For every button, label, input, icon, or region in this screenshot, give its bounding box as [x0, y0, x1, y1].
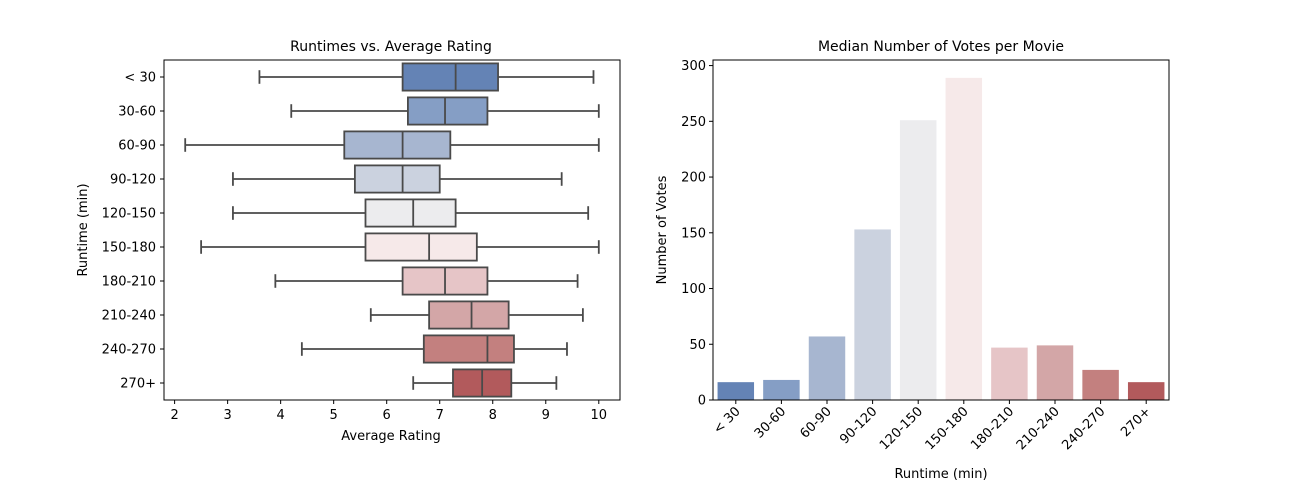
y-tick-label: 180-210 — [102, 275, 156, 290]
boxplot-box-5 — [200, 232, 600, 262]
bar-1 — [763, 379, 800, 400]
boxplot-frame — [163, 59, 621, 401]
boxplot-box-7 — [369, 300, 584, 330]
bar-7 — [1036, 345, 1074, 400]
bar-8 — [1082, 369, 1119, 400]
bar-5 — [945, 77, 983, 401]
x-tick-label: 8 — [489, 408, 497, 423]
iqr-box — [364, 232, 478, 262]
iqr-box — [428, 300, 510, 330]
y-tick-label: 150-180 — [102, 241, 156, 256]
x-tick-label: 6 — [383, 408, 391, 423]
iqr-box — [407, 96, 489, 126]
y-tick-label: < 30 — [124, 71, 156, 86]
boxplot-plot-area: < 30 30-60 60-90 90-120 120-150 150-180 180-21… — [102, 62, 608, 423]
boxplot-box-2 — [184, 130, 600, 160]
iqr-box — [353, 164, 441, 194]
boxplot-box-9 — [412, 368, 558, 398]
y-tick-label: 270+ — [120, 377, 156, 392]
y-tick-label: 60-90 — [118, 139, 156, 154]
x-tick-label: 3 — [223, 408, 231, 423]
y-tick-label: 300 — [681, 59, 706, 74]
x-tick-label: 4 — [277, 408, 285, 423]
boxplot-box-3 — [232, 164, 563, 194]
x-tick-label: 9 — [542, 408, 550, 423]
y-tick-label: 50 — [689, 338, 706, 353]
bar-9 — [1127, 382, 1165, 400]
boxplot-box-6 — [274, 266, 579, 296]
bar-3 — [854, 229, 891, 400]
y-tick-label: 0 — [698, 394, 706, 409]
barchart-x-axis-label: Runtime (min) — [894, 467, 987, 482]
iqr-box — [364, 198, 457, 228]
iqr-box — [401, 62, 499, 92]
y-tick-label: 150 — [681, 226, 706, 241]
boxplot-panel: Runtimes vs. Average Rating < 30 30-60 60-… — [76, 39, 621, 444]
y-tick-label: 250 — [681, 115, 706, 130]
iqr-box — [343, 130, 452, 160]
barchart-title: Median Number of Votes per Movie — [818, 39, 1064, 55]
bar-0 — [717, 382, 755, 400]
y-tick-label: 200 — [681, 171, 706, 186]
bar-2 — [808, 336, 846, 400]
boxplot-box-4 — [232, 198, 590, 228]
barchart-y-axis-label: Number of Votes — [655, 175, 670, 284]
bar-6 — [991, 347, 1028, 400]
iqr-box — [422, 334, 515, 364]
barchart-frame — [712, 59, 1170, 401]
y-tick-label: 100 — [681, 282, 706, 297]
boxplot-x-axis-label: Average Rating — [341, 429, 440, 444]
x-tick-label: 10 — [591, 408, 608, 423]
boxplot-y-axis-label: Runtime (min) — [76, 183, 91, 276]
boxplot-box-1 — [290, 96, 600, 126]
y-tick-label: 120-150 — [102, 207, 156, 222]
y-tick-label: 30-60 — [118, 105, 156, 120]
y-tick-label: 210-240 — [102, 309, 156, 324]
y-tick-label: 90-120 — [110, 173, 156, 188]
x-tick-label: 5 — [330, 408, 338, 423]
y-tick-label: 240-270 — [102, 343, 156, 358]
x-tick-label: 7 — [436, 408, 444, 423]
bar-4 — [899, 120, 937, 401]
x-tick-label: 2 — [170, 408, 178, 423]
boxplot-box-8 — [300, 334, 568, 364]
boxplot-box-0 — [258, 62, 595, 92]
boxplot-title: Runtimes vs. Average Rating — [290, 39, 492, 55]
